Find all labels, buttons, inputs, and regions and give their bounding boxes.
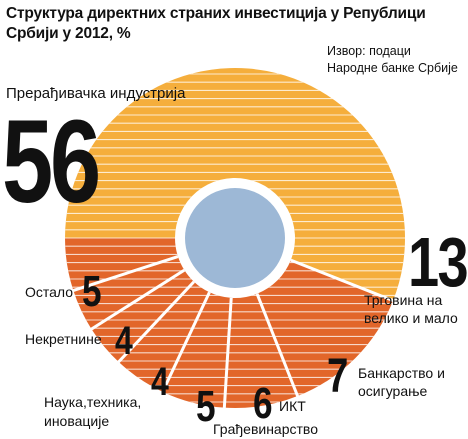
slice-banking bbox=[224, 293, 298, 409]
slice-separator bbox=[255, 293, 300, 398]
slices-group bbox=[65, 68, 405, 409]
slice-separator bbox=[160, 291, 211, 394]
label-other: Остало bbox=[25, 284, 73, 300]
value-banking: 7 bbox=[327, 350, 348, 403]
slice-separator bbox=[89, 268, 186, 331]
label-manufacturing: Прерађивачка индустрија bbox=[6, 85, 186, 102]
source-line-1: Извор: подаци bbox=[327, 44, 411, 58]
value-other: 5 bbox=[82, 267, 102, 316]
value-manufacturing: 56 bbox=[2, 96, 99, 228]
label-trade: Трговина на велико и мало bbox=[364, 292, 458, 326]
value-science: 4 bbox=[151, 359, 169, 404]
chart-title-line-1: Структура директних страних инвестиција … bbox=[6, 5, 426, 22]
center-circle bbox=[185, 188, 285, 288]
value-ict: 6 bbox=[253, 379, 273, 428]
value-construction: 5 bbox=[196, 382, 216, 431]
slice-separator bbox=[116, 280, 196, 364]
slice-ict bbox=[162, 292, 232, 408]
label-realestate: Некретнине bbox=[25, 331, 102, 347]
slice-separator bbox=[222, 297, 233, 409]
label-construction: Грађевинарство bbox=[213, 421, 318, 437]
label-ict: ИКТ bbox=[279, 398, 306, 414]
chart-title-line-2: Србији у 2012, % bbox=[6, 25, 131, 42]
source-note: Извор: подаци Народне банке Србије bbox=[327, 43, 458, 77]
source-line-2: Народне банке Србије bbox=[327, 61, 458, 75]
separators-group bbox=[71, 255, 395, 409]
slice-other bbox=[65, 238, 178, 291]
label-banking: Банкарство и осигурање bbox=[358, 365, 445, 399]
slice-manufacturing bbox=[65, 68, 405, 301]
value-realestate: 4 bbox=[115, 318, 133, 363]
chart-title: Структура директних страних инвестиција … bbox=[6, 4, 461, 44]
stripes-group bbox=[65, 73, 405, 403]
value-trade: 13 bbox=[408, 224, 467, 301]
slice-realestate bbox=[73, 256, 185, 330]
slice-science bbox=[91, 270, 194, 362]
slice-separator bbox=[290, 258, 395, 303]
label-science: Наука,техника, иновације bbox=[44, 394, 141, 429]
slice-separator bbox=[71, 255, 179, 293]
